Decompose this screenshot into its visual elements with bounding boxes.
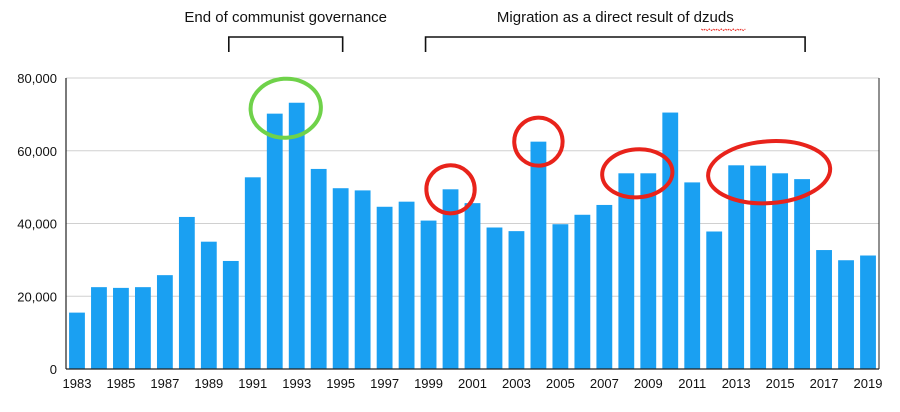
- x-tick-label: 2011: [678, 376, 706, 391]
- y-tick-label: 0: [50, 362, 57, 377]
- x-tick-label: 2005: [546, 376, 575, 391]
- bar-1999: [420, 220, 437, 369]
- y-tick-label: 20,000: [17, 289, 57, 304]
- highlight-circles: [248, 76, 833, 216]
- x-tick-label: 1999: [414, 376, 443, 391]
- bar-2008: [618, 173, 635, 369]
- annotation-bracket: [424, 36, 806, 52]
- highlight-ellipse: [706, 139, 833, 206]
- bar-1988: [178, 216, 195, 369]
- highlight-ellipse: [512, 115, 565, 168]
- bar-1990: [222, 260, 239, 369]
- annotation-label: Migration as a direct result of dzuds: [497, 9, 734, 26]
- bar-2019: [860, 255, 876, 369]
- annotation-bracket: [227, 36, 344, 52]
- x-tick-label: 2017: [810, 376, 839, 391]
- x-tick-label: 2007: [590, 376, 619, 391]
- x-tick-label: 1995: [326, 376, 355, 391]
- bar-1995: [332, 188, 349, 369]
- bar-1997: [376, 206, 393, 369]
- x-tick-label: 1997: [370, 376, 399, 391]
- x-tick-label: 1991: [238, 376, 267, 391]
- bars: [69, 102, 876, 370]
- x-tick-label: 2015: [766, 376, 795, 391]
- bar-1994: [310, 168, 327, 369]
- bar-1987: [156, 275, 173, 369]
- bar-1996: [354, 190, 371, 369]
- bar-1993: [288, 102, 305, 370]
- annotations: End of communist governance Migration as …: [184, 9, 806, 52]
- highlight-ellipse: [424, 163, 477, 216]
- x-tick-label: 2001: [458, 376, 487, 391]
- bar-1984: [91, 287, 107, 369]
- bar-1989: [200, 241, 217, 369]
- bar-2006: [574, 214, 591, 369]
- bar-2017: [816, 250, 832, 369]
- bar-1992: [266, 113, 283, 370]
- x-tick-label: 2019: [854, 376, 883, 391]
- annotation-label: End of communist governance: [184, 9, 387, 26]
- highlight-ellipse: [600, 147, 675, 200]
- bar-2004: [530, 141, 547, 369]
- bar-2009: [640, 173, 657, 369]
- bar-1991: [244, 177, 261, 369]
- x-tick-label: 1989: [194, 376, 223, 391]
- y-tick-labels: 0 20,000 40,000 60,000 80,000: [17, 71, 57, 377]
- bar-2012: [706, 231, 723, 369]
- y-tick-label: 60,000: [17, 144, 57, 159]
- bar-2014: [750, 165, 767, 369]
- x-tick-labels: 1983 1985 1987 1989 1991 1993 1995 1997 1999 2001…: [63, 376, 883, 391]
- axes: [65, 78, 880, 370]
- bar-2010: [662, 112, 679, 370]
- bar-2016: [794, 179, 811, 369]
- bar-2018: [838, 260, 854, 369]
- x-tick-label: 1987: [150, 376, 179, 391]
- bar-1983: [69, 312, 85, 369]
- x-tick-label: 2013: [722, 376, 751, 391]
- x-tick-label: 1985: [106, 376, 135, 391]
- bar-1985: [113, 287, 129, 369]
- x-tick-label: 2003: [502, 376, 531, 391]
- x-tick-label: 2009: [634, 376, 663, 391]
- bar-2011: [684, 182, 701, 369]
- bar-2015: [772, 173, 789, 369]
- highlight-ellipse: [248, 76, 323, 140]
- y-tick-label: 80,000: [17, 71, 57, 86]
- bar-1998: [398, 201, 415, 369]
- bar-1986: [134, 287, 151, 369]
- bar-2000: [442, 189, 459, 369]
- spellcheck-underline: [701, 28, 746, 32]
- bar-2003: [508, 231, 525, 369]
- x-tick-label: 1983: [63, 376, 92, 391]
- bar-2001: [464, 203, 481, 369]
- bar-2013: [728, 165, 745, 369]
- bar-2007: [596, 204, 613, 369]
- y-tick-label: 40,000: [17, 217, 57, 232]
- bar-2002: [486, 227, 503, 369]
- x-tick-label: 1993: [282, 376, 311, 391]
- bar-2005: [552, 224, 569, 369]
